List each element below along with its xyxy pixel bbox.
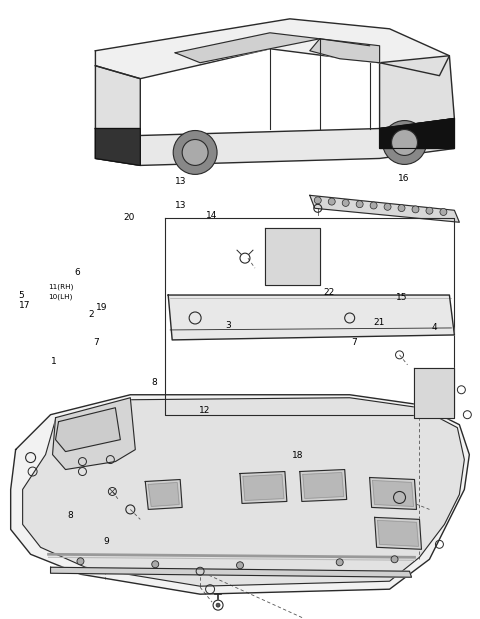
Text: 21: 21 [373, 318, 385, 327]
Polygon shape [370, 477, 417, 509]
Text: 13: 13 [175, 201, 187, 210]
Polygon shape [11, 395, 469, 594]
Circle shape [77, 558, 84, 565]
Polygon shape [148, 482, 179, 506]
Circle shape [440, 209, 447, 215]
Text: 11(RH): 11(RH) [48, 284, 74, 290]
Text: 20: 20 [123, 213, 135, 222]
Circle shape [342, 199, 349, 206]
Circle shape [173, 131, 217, 175]
Text: 18: 18 [292, 451, 303, 460]
Circle shape [237, 562, 243, 569]
Text: 8: 8 [68, 511, 73, 520]
Text: 4: 4 [432, 324, 437, 332]
Circle shape [356, 201, 363, 208]
Circle shape [398, 205, 405, 212]
Circle shape [412, 206, 419, 213]
Text: 2: 2 [88, 311, 94, 319]
Circle shape [314, 197, 321, 204]
Text: 3: 3 [225, 321, 231, 331]
Text: 13: 13 [175, 177, 187, 186]
Polygon shape [240, 472, 287, 503]
Polygon shape [415, 368, 455, 418]
Circle shape [152, 561, 159, 568]
Polygon shape [310, 39, 380, 63]
Polygon shape [96, 119, 455, 165]
Text: 7: 7 [352, 339, 358, 347]
Text: 17: 17 [19, 300, 30, 310]
Polygon shape [50, 567, 411, 578]
Circle shape [392, 129, 418, 155]
Polygon shape [374, 517, 421, 549]
Circle shape [384, 203, 391, 210]
Polygon shape [175, 33, 320, 63]
Polygon shape [265, 228, 320, 285]
Polygon shape [243, 475, 284, 500]
Text: 6: 6 [74, 267, 80, 277]
Polygon shape [23, 398, 464, 586]
Polygon shape [168, 295, 455, 340]
Circle shape [336, 559, 343, 566]
Circle shape [182, 139, 208, 165]
Text: 8: 8 [151, 378, 157, 387]
Circle shape [383, 121, 426, 165]
Text: 9: 9 [103, 537, 109, 546]
Circle shape [426, 207, 433, 214]
Polygon shape [303, 472, 344, 498]
Text: 10(LH): 10(LH) [48, 294, 73, 300]
Text: 22: 22 [324, 288, 335, 297]
Polygon shape [300, 470, 347, 501]
Polygon shape [96, 19, 449, 79]
Text: 5: 5 [19, 290, 24, 300]
Circle shape [391, 556, 398, 563]
Text: 1: 1 [50, 357, 56, 366]
Circle shape [216, 603, 220, 607]
Polygon shape [56, 408, 120, 452]
Text: 7: 7 [94, 339, 99, 347]
Polygon shape [96, 129, 140, 165]
Text: 12: 12 [199, 406, 211, 415]
Polygon shape [310, 196, 459, 222]
Text: 15: 15 [396, 293, 407, 301]
Circle shape [328, 198, 335, 205]
Polygon shape [378, 521, 419, 547]
Polygon shape [96, 66, 140, 136]
Polygon shape [380, 56, 455, 129]
Polygon shape [372, 480, 413, 506]
Polygon shape [380, 119, 455, 149]
Circle shape [370, 202, 377, 209]
Polygon shape [52, 398, 135, 470]
Text: 16: 16 [397, 174, 409, 183]
Text: 19: 19 [96, 303, 108, 311]
Text: 14: 14 [206, 211, 217, 220]
Polygon shape [145, 480, 182, 509]
